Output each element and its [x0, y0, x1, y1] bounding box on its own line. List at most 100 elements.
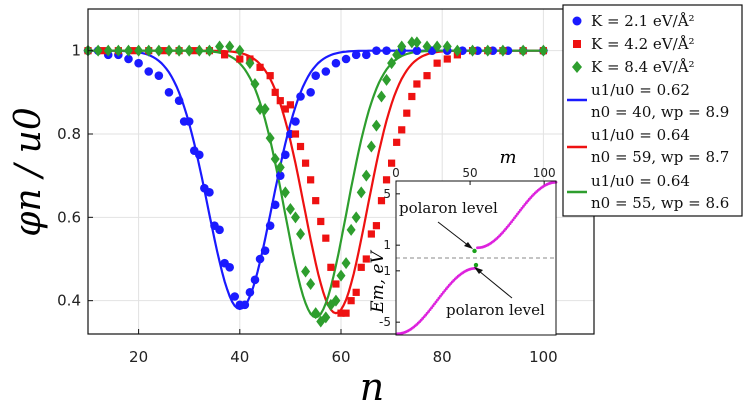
marker-k84-29: [311, 307, 321, 320]
marker-k42-18: [291, 130, 300, 138]
marker-k42-44: [433, 59, 441, 67]
legend-fit-green-ratio: u1/u0 = 0.64: [591, 172, 690, 190]
marker-k42-19: [296, 142, 305, 151]
inset-tick-label-x-100: 100: [533, 166, 556, 180]
inset-annotation-lower: polaron level: [446, 301, 545, 319]
marker-k21-32: [291, 117, 300, 126]
marker-k21-36: [321, 67, 331, 76]
marker-k21-4: [124, 54, 133, 64]
marker-k84-8: [164, 44, 174, 57]
tick-label-x-100: 100: [529, 348, 558, 366]
tick-label-x-20: 20: [129, 348, 148, 366]
marker-k84-56: [518, 44, 528, 57]
marker-k42-12: [256, 63, 264, 71]
marker-k84-36: [346, 223, 356, 236]
marker-k84-43: [382, 73, 392, 86]
marker-k84-22: [275, 161, 285, 174]
inset-chart: 0 50 100 -5 -1 1 5 m Em, eV polaron level pola…: [368, 147, 558, 336]
tick-label-x-60: 60: [331, 348, 350, 366]
marker-k84-44: [387, 57, 397, 70]
marker-k84-6: [144, 44, 154, 57]
inset-tick-label-y-5: 5: [383, 187, 391, 201]
inset-level-25: [431, 304, 435, 308]
y-axis-label: φn / u0: [8, 107, 49, 237]
inset-level-24: [430, 306, 433, 310]
marker-k84-50: [432, 40, 442, 53]
marker-k84-47: [407, 36, 417, 49]
marker-k21-35: [311, 71, 321, 80]
legend-label-k21: K = 2.1 eV/Å²: [591, 12, 695, 30]
marker-k42-9: [221, 51, 229, 59]
marker-k42-41: [408, 92, 416, 101]
marker-k21-38: [341, 54, 351, 64]
marker-k84-38: [356, 186, 366, 199]
marker-k42-25: [327, 263, 335, 271]
marker-k42-1: [99, 47, 107, 55]
marker-k84-35: [341, 257, 351, 270]
marker-k84-16: [245, 57, 255, 70]
marker-k42-5: [160, 47, 168, 55]
x-axis-label: n: [360, 365, 384, 409]
inset-level-31: [440, 292, 444, 296]
marker-k84-51: [442, 40, 452, 53]
marker-k42-3: [129, 47, 138, 55]
marker-k84-34: [336, 269, 346, 282]
tick-label-y-0.8: 0.8: [57, 125, 81, 143]
marker-k84-39: [361, 169, 371, 182]
marker-k21-34: [306, 88, 315, 97]
marker-k21-9: [174, 96, 184, 105]
inset-tick-label-y-1: 1: [383, 238, 391, 252]
tick-label-x-80: 80: [433, 348, 452, 366]
marker-k42-35: [377, 197, 386, 205]
marker-k21-25: [255, 254, 265, 264]
tick-label-y-0.4: 0.4: [57, 292, 81, 310]
marker-k21-20: [230, 292, 240, 301]
inset-level-84: [519, 208, 522, 212]
inset-tick-label-x-50: 50: [462, 166, 477, 180]
main-ticks: 20 40 60 80 100 0.4 0.6 0.8 1: [57, 42, 558, 366]
marker-k42-26: [332, 280, 340, 288]
marker-k84-5: [134, 44, 144, 57]
marker-k84-53: [468, 44, 478, 57]
marker-k84-11: [194, 44, 204, 57]
inset-polaron-point-1: [473, 262, 479, 268]
legend-fit-green-params: n0 = 55, wp = 8.6: [591, 194, 729, 212]
marker-k84-49: [422, 40, 432, 53]
marker-k42-45: [443, 55, 451, 63]
marker-k84-15: [235, 44, 245, 57]
marker-k84-19: [260, 103, 270, 115]
inset-content: 0 50 100 -5 -1 1 5: [379, 166, 558, 336]
marker-k84-13: [215, 40, 225, 53]
marker-k84-42: [376, 90, 386, 103]
inset-axes-box: [395, 180, 557, 336]
marker-k42-23: [317, 217, 325, 226]
inset-y-label: Em, eV: [368, 249, 388, 313]
inset-level-29: [437, 296, 441, 300]
legend-label-k42: K = 4.2 eV/Å²: [591, 35, 695, 53]
marker-k84-48: [412, 36, 422, 49]
marker-k84-27: [301, 265, 311, 278]
marker-k42-38: [393, 138, 401, 146]
marker-k42-16: [281, 105, 289, 113]
marker-k84-9: [174, 44, 184, 57]
marker-k84-14: [225, 40, 235, 53]
marker-k42-10: [236, 55, 244, 63]
inset-annotation-upper: polaron level: [399, 199, 498, 217]
marker-k21-41: [372, 46, 381, 55]
marker-k84-7: [154, 44, 164, 57]
marker-k42-14: [271, 88, 279, 96]
marker-k42-39: [398, 126, 406, 134]
marker-k21-13: [195, 150, 204, 160]
marker-k84-10: [184, 44, 194, 57]
marker-k42-43: [423, 72, 431, 80]
legend-fit-red-ratio: u1/u0 = 0.64: [591, 126, 690, 144]
marker-k21-17: [215, 225, 224, 235]
inset-arrow-lower: [478, 270, 513, 299]
inset-level-28: [436, 298, 439, 302]
marker-k84-20: [265, 132, 275, 145]
inset-level-85: [520, 206, 524, 210]
inset-tick-label-y--5: -5: [379, 315, 391, 329]
marker-k84-46: [397, 40, 407, 53]
marker-k84-23: [280, 186, 290, 199]
